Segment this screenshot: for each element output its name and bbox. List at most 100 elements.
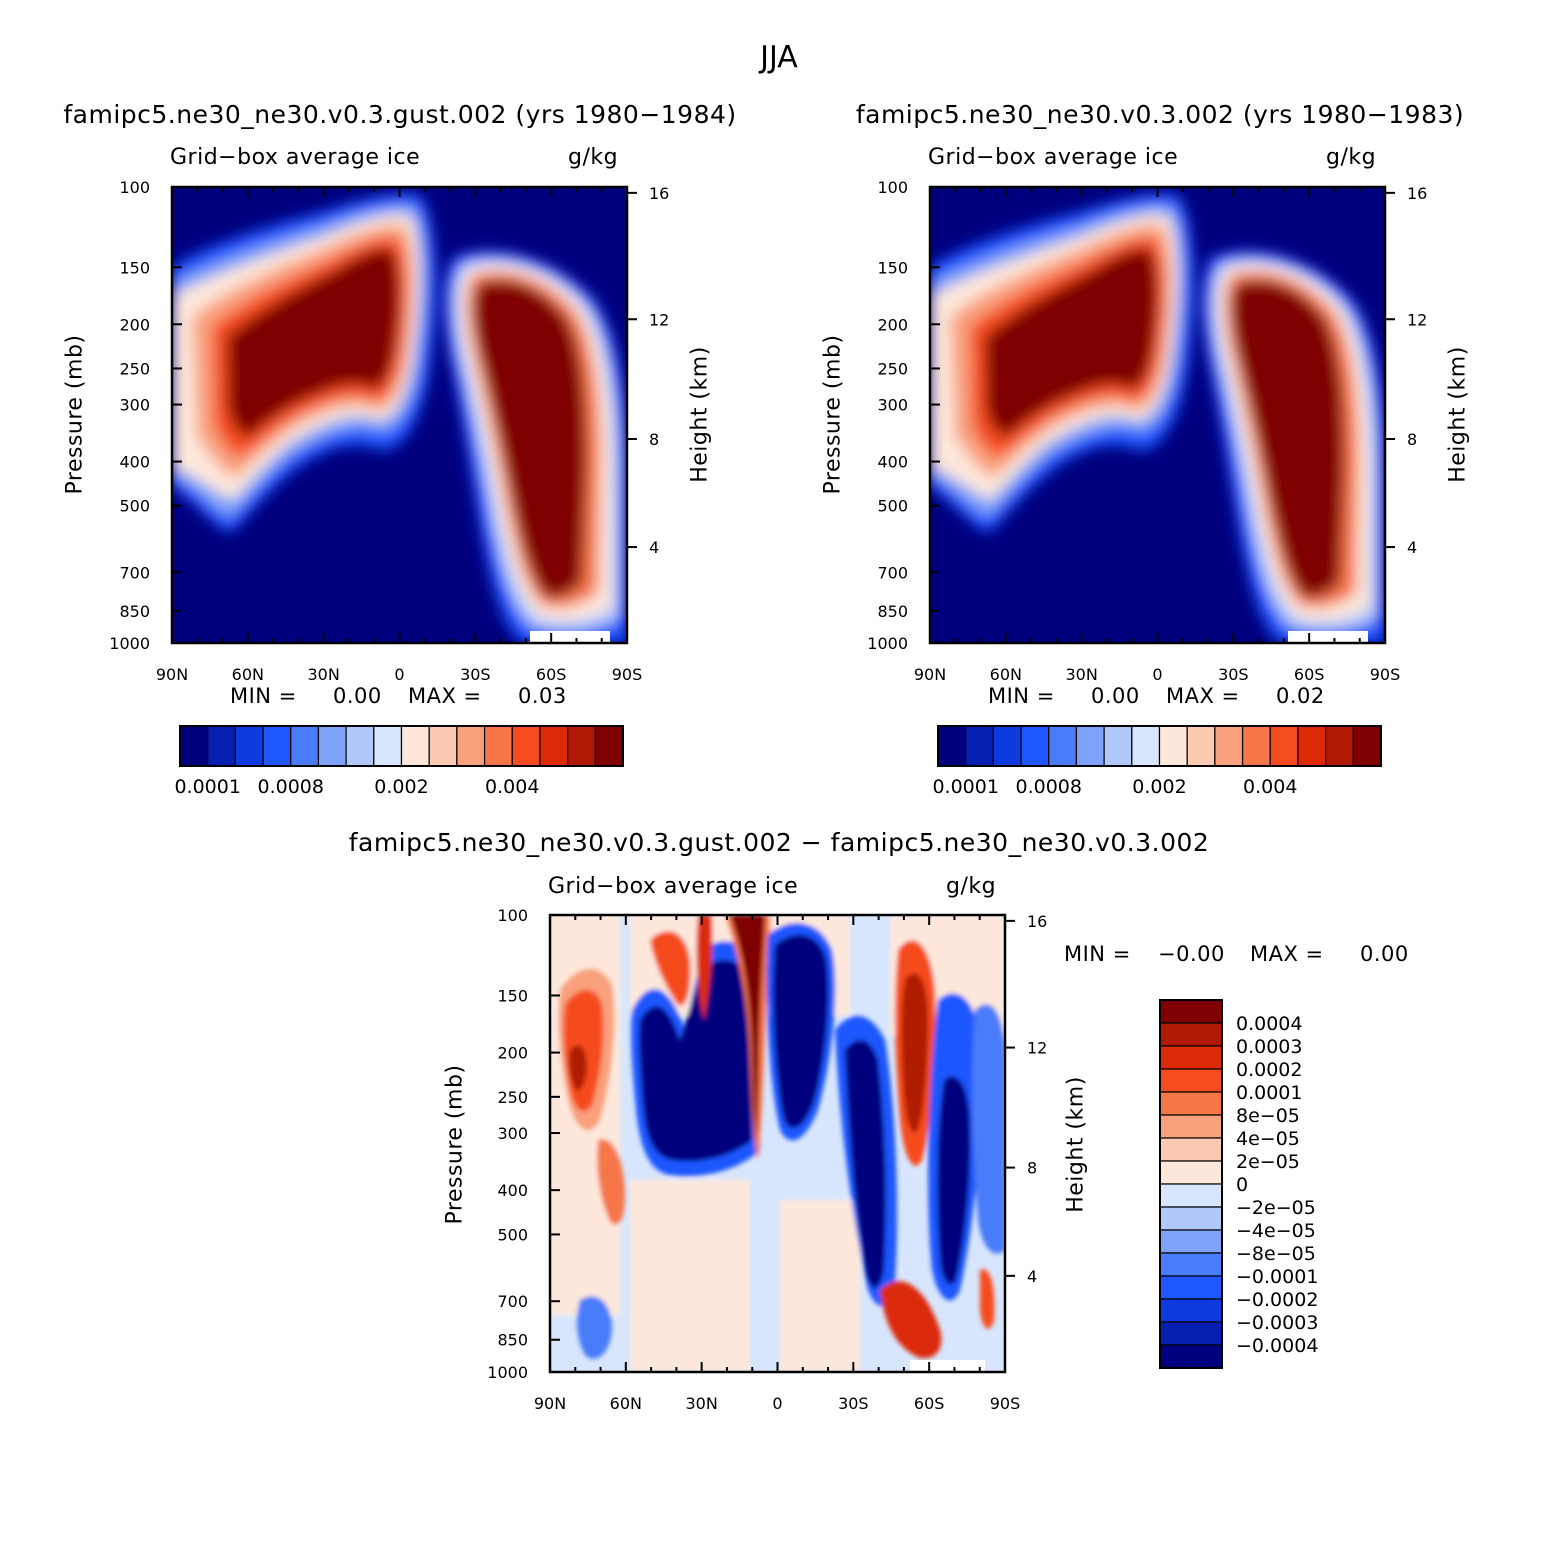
panel-diff-ytick-label: 400 [497,1181,528,1200]
panel-b-max-value: 0.02 [1276,684,1325,708]
panel-a-colorbar-label: 0.0008 [258,776,324,798]
panel-a-ytick-label: 1000 [109,634,150,653]
panel-diff-colorbar-box [1159,999,1223,1024]
panel-diff-ytick-label: 100 [497,906,528,925]
panel-b-colorbar-box [1297,725,1327,767]
panel-b-colorbar-box [992,725,1022,767]
panel-a-colorbar-box [511,725,541,767]
panel-a-colorbar-box [207,725,236,767]
panel-a-xtick-label: 90N [156,665,188,684]
panel-diff-ytick-label: 1000 [487,1363,528,1382]
panel-b-htick-label: 8 [1407,430,1417,449]
panel-diff-field [550,915,1005,1372]
panel-a-ytick-label: 100 [119,178,150,197]
panel-a-colorbar-box [428,725,458,767]
panel-diff-xtick-label: 60N [610,1394,642,1413]
panel-b-field [930,187,1385,643]
panel-b-ytick-label: 400 [877,453,908,472]
panel-a-ytick-label: 850 [119,602,150,621]
panel-b-xtick-label: 30N [1066,665,1098,684]
panel-b-colorbar-box [1269,725,1299,767]
panel-a-min-label: MIN = [230,684,297,708]
panel-a-colorbar-box [317,725,347,767]
panel-diff-htick-label: 4 [1027,1267,1037,1286]
panel-diff-colorbar-label: −2e−05 [1236,1197,1316,1219]
panel-diff-units: g/kg [946,874,997,899]
panel-diff-ytick-label: 300 [497,1124,528,1143]
panel-diff-colorbar-label: 0.0001 [1236,1082,1302,1104]
panel-a-colorbar-box [262,725,292,767]
panel-a-ytick-label: 400 [119,453,150,472]
panel-a-colorbar-label: 0.002 [374,776,428,798]
panel-diff-htick-label: 8 [1027,1159,1037,1178]
panel-diff-xtick-label: 60S [914,1394,945,1413]
panel-a-left-label: Grid−box average ice [170,145,421,170]
panel-diff-colorbar-box [1159,1252,1223,1277]
panel-diff-colorbar-box [1159,1137,1223,1162]
panel-diff-ytick-label: 500 [497,1225,528,1244]
panel-b-htick-label: 12 [1407,310,1427,329]
panel-diff-xtick-label: 90S [990,1394,1021,1413]
panel-diff-colorbar-box [1159,1068,1223,1093]
panel-diff-colorbar-label: −8e−05 [1236,1243,1316,1265]
panel-diff-max-value: 0.00 [1360,942,1409,966]
panel-diff-colorbar-frame [1159,999,1223,1369]
panel-b-colorbar-box [1186,725,1216,767]
panel-b-colorbar-box [1131,725,1161,767]
panel-b-htick-label: 4 [1407,538,1417,557]
panel-diff-colorbar-box [1159,1275,1223,1300]
panel-b-htick-label: 16 [1407,184,1427,203]
panel-b-xtick-label: 30S [1218,665,1249,684]
panel-diff-xtick-label: 30N [686,1394,718,1413]
panel-diff-ytick-label: 200 [497,1044,528,1063]
panel-a-max-value: 0.03 [518,684,567,708]
panel-a-xtick-label: 90S [612,665,643,684]
panel-a-colorbar-label: 0.0001 [174,776,240,798]
panel-diff-colorbar-label: −0.0003 [1236,1312,1318,1334]
panel-a-htick-label: 12 [649,310,669,329]
panel-a-colorbar-box [400,725,430,767]
panel-b-max-label: MAX = [1166,684,1240,708]
panel-a-colorbar-box [567,725,596,767]
panel-diff-left-label: Grid−box average ice [548,874,799,899]
panel-b-colorbar-label: 0.0008 [1016,776,1082,798]
panel-diff-colorbar-box [1159,1160,1223,1185]
panel-a-colorbar-box [290,725,320,767]
panel-diff-colorbar-label: 8e−05 [1236,1105,1300,1127]
panel-a-xtick-label: 30N [308,665,340,684]
panel-b-title: famipc5.ne30_ne30.v0.3.002 (yrs 1980−198… [855,100,1465,129]
panel-diff-colorbar-box [1159,1321,1223,1346]
panel-b-colorbar-box [937,725,967,767]
panel-diff-htick-label: 16 [1027,912,1047,931]
panel-diff-ytick-label: 150 [497,986,528,1005]
panel-b-min-label: MIN = [988,684,1055,708]
panel-b-ytick-label: 500 [877,497,908,516]
panel-a-xtick-label: 0 [394,665,404,684]
panel-b-xtick-label: 90N [914,665,946,684]
panel-b-xtick-label: 60S [1294,665,1325,684]
panel-b-xtick-label: 0 [1152,665,1162,684]
panel-diff-colorbar-label: −4e−05 [1236,1220,1316,1242]
panel-diff-ytick-label: 850 [497,1331,528,1350]
panel-diff-max-label: MAX = [1250,942,1324,966]
panel-diff-htick-label: 12 [1027,1039,1047,1058]
panel-a-ytick-label: 250 [119,359,150,378]
panel-a-ytick-label: 700 [119,563,150,582]
panel-b-ytick-label: 300 [877,396,908,415]
panel-b-ytick-label: 1000 [867,634,908,653]
panel-diff-xtick-label: 0 [772,1394,782,1413]
panel-b-colorbar-label: 0.0001 [932,776,998,798]
panel-a-field [172,187,627,643]
panel-diff-colorbar-label: −0.0004 [1236,1335,1318,1357]
panel-diff-ytick-label: 250 [497,1088,528,1107]
panel-a-max-label: MAX = [408,684,482,708]
panel-diff-colorbar-box [1159,1298,1223,1323]
panel-b-xtick-label: 60N [990,665,1022,684]
panel-b-ytick-label: 700 [877,563,908,582]
figure-title: JJA [760,40,798,75]
panel-a-units: g/kg [568,145,619,170]
panel-b-min-value: 0.00 [1091,684,1140,708]
panel-diff-colorbar-label: −0.0002 [1236,1289,1318,1311]
panel-b-colorbar-box [1241,725,1271,767]
panel-a-colorbar-box [539,725,569,767]
